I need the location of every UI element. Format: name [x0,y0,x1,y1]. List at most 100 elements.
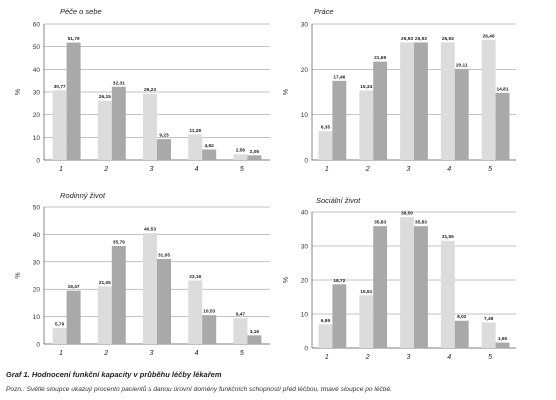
data-label: 11,28 [189,128,201,134]
data-label: 30,77 [54,84,66,90]
y-tick-label: 50 [33,205,41,212]
data-label: 5,79 [55,322,65,328]
x-tick-label: 4 [195,350,199,357]
x-tick-label: 3 [406,166,410,173]
data-label: 25,93 [401,36,413,42]
chart-title: Práce [314,7,334,16]
data-label: 1,60 [498,336,508,342]
data-label: 21,69 [374,55,386,61]
bar-after [66,290,81,344]
bar-after [247,335,262,344]
y-tick-label: 60 [33,22,41,29]
x-tick-label: 1 [325,166,329,173]
y-tick-label: 20 [33,112,41,119]
y-tick-label: 30 [301,22,309,29]
x-tick-label: 3 [406,354,410,360]
bar-after [111,245,126,344]
data-label: 32,31 [113,80,125,86]
data-label: 10,53 [203,309,215,315]
chart-title: Péče o sebe [60,7,102,16]
data-label: 2,56 [236,148,246,154]
data-label: 7,49 [484,316,494,322]
bar-after [373,61,388,161]
x-tick-label: 2 [365,166,370,173]
bar-before [400,217,414,348]
x-tick-label: 2 [365,354,370,360]
data-label: 26,46 [483,34,495,40]
y-tick-label: 40 [33,67,41,74]
data-label: 19,47 [68,284,80,290]
bar-before [143,93,157,160]
chart-panel-1: Péče o sebe 0 10 20 30 40 50 60% 30,77 51,79 1 26,1… [15,7,270,173]
bar-after [157,258,171,344]
data-label: 38,50 [401,211,413,217]
x-tick-label: 3 [149,166,153,173]
chart-panel-3: Rodinný život 0 10 20 30 40 50% 5,79 19,47 1 21,05… [15,191,270,357]
bar-after [495,92,510,160]
bar-before [52,90,67,160]
bar-after [111,86,126,160]
bar-after [332,284,347,348]
data-label: 29,23 [144,87,156,93]
x-tick-label: 5 [240,350,244,357]
data-label: 20,11 [456,62,468,68]
data-label: 9,47 [236,312,246,318]
x-tick-label: 5 [488,354,492,360]
y-tick-label: 30 [301,244,309,251]
bar-after [202,315,217,344]
charts-canvas: Péče o sebe0102030405060%30,7751,79126,1… [15,7,516,360]
data-label: 17,46 [333,74,345,80]
bar-after [157,139,171,160]
x-tick-label: 1 [325,354,329,360]
bar-before [481,322,496,348]
bar-after [247,155,262,160]
y-tick-label: 0 [36,158,40,165]
bar-before [359,90,374,160]
data-label: 23,16 [189,274,201,280]
bar-before [97,286,112,344]
data-label: 35,79 [113,239,125,245]
y-tick-label: 20 [301,67,309,74]
bar-after [454,68,469,160]
data-label: 2,05 [250,149,260,155]
bar-before [318,324,333,348]
data-label: 51,79 [68,36,80,42]
data-label: 35,83 [415,220,427,226]
bar-before [233,318,248,344]
x-tick-label: 3 [149,350,153,357]
data-label: 6,35 [321,125,331,131]
y-tick-label: 20 [301,278,309,285]
y-tick-label: 30 [33,90,41,97]
bar-before [188,134,203,160]
figure-caption: Graf 1. Hodnocení funkční kapacity v prů… [6,370,222,379]
bar-before [400,42,414,160]
bar-before [52,328,67,344]
data-label: 40,53 [144,226,156,232]
bar-after [373,226,388,348]
data-label: 8,02 [457,314,467,320]
data-label: 31,05 [158,252,170,258]
y-tick-label: 40 [301,210,309,217]
bar-before [481,40,496,160]
y-tick-label: 10 [33,314,41,321]
bar-after [495,342,510,348]
x-tick-label: 5 [240,166,244,173]
data-label: 35,83 [374,220,386,226]
data-label: 21,05 [99,280,111,286]
y-tick-label: 10 [301,312,309,319]
bar-after [332,80,347,160]
y-axis-label: % [283,277,290,283]
bar-before [440,240,455,348]
chart-title: Sociální život [316,196,361,205]
chart-panel-4: Sociální život 0 10 20 30 40% 6,95 18,72 1 15,51 3… [283,196,516,360]
y-axis-label: % [283,89,290,95]
y-tick-label: 20 [33,287,41,294]
data-label: 15,34 [360,84,372,90]
y-tick-label: 0 [304,158,308,165]
bar-after [454,320,469,348]
x-tick-label: 1 [59,350,63,357]
x-tick-label: 4 [447,354,451,360]
bar-before [233,154,248,160]
y-tick-label: 40 [33,232,41,239]
